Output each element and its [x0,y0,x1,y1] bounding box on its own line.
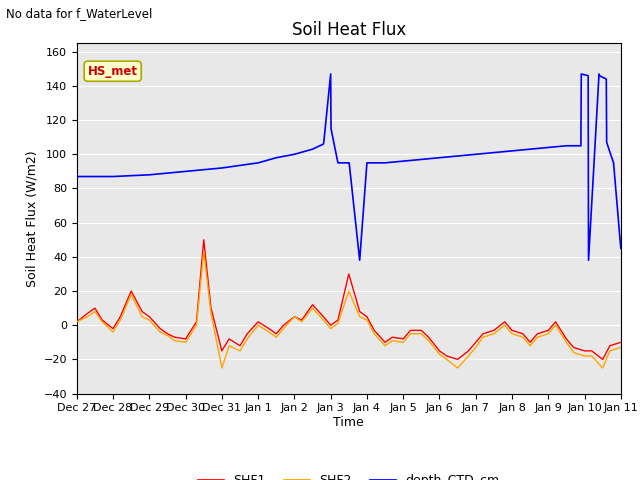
Y-axis label: Soil Heat Flux (W/m2): Soil Heat Flux (W/m2) [25,150,38,287]
Text: HS_met: HS_met [88,65,138,78]
Title: Soil Heat Flux: Soil Heat Flux [292,21,406,39]
X-axis label: Time: Time [333,416,364,429]
Text: No data for f_WaterLevel: No data for f_WaterLevel [6,7,153,20]
Legend: SHF1, SHF2, depth_CTD_cm: SHF1, SHF2, depth_CTD_cm [193,469,504,480]
